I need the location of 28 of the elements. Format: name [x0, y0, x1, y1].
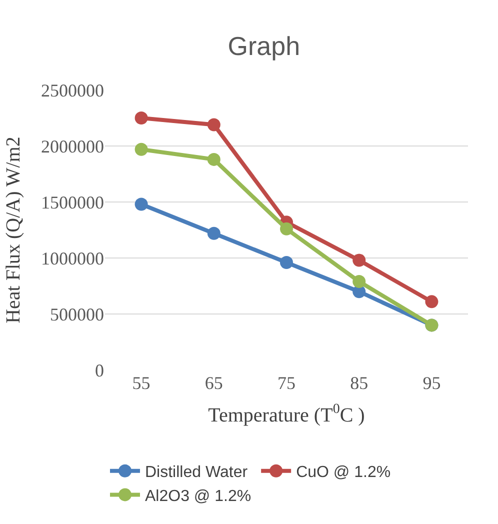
- y-tick-label: 1000000: [41, 248, 104, 268]
- y-tick-label: 2000000: [41, 136, 104, 156]
- point: [352, 254, 366, 267]
- point: [134, 198, 148, 211]
- point: [425, 295, 438, 308]
- legend-label: CuO @ 1.2%: [296, 464, 391, 482]
- x-tick-label: 95: [422, 373, 441, 393]
- x-tick-label: 75: [278, 373, 296, 393]
- x-axis-title: Temperature (T$^{0}$C ): [208, 402, 365, 426]
- point: [280, 222, 293, 236]
- y-tick-label: 0: [95, 360, 104, 380]
- chart-title: Graph: [228, 30, 300, 61]
- point: [207, 226, 220, 240]
- legend-label: Al2O3 @ 1.2%: [145, 488, 252, 505]
- x-tick-label: 65: [204, 373, 223, 393]
- y-tick-label: 1500000: [41, 192, 104, 212]
- legend-label: Distilled Water: [145, 464, 248, 482]
- y-axis-title: Heat Flux (Q/A) W/m2: [2, 136, 24, 324]
- x-tick-label: 85: [350, 373, 368, 393]
- point: [207, 152, 220, 166]
- point: [134, 142, 148, 156]
- y-tick-label: 500000: [50, 304, 104, 324]
- y-tick-label: 2500000: [41, 80, 104, 100]
- point: [134, 112, 148, 124]
- point: [280, 256, 293, 269]
- x-tick-label: 55: [132, 373, 150, 393]
- point: [352, 275, 366, 288]
- point: [207, 118, 220, 132]
